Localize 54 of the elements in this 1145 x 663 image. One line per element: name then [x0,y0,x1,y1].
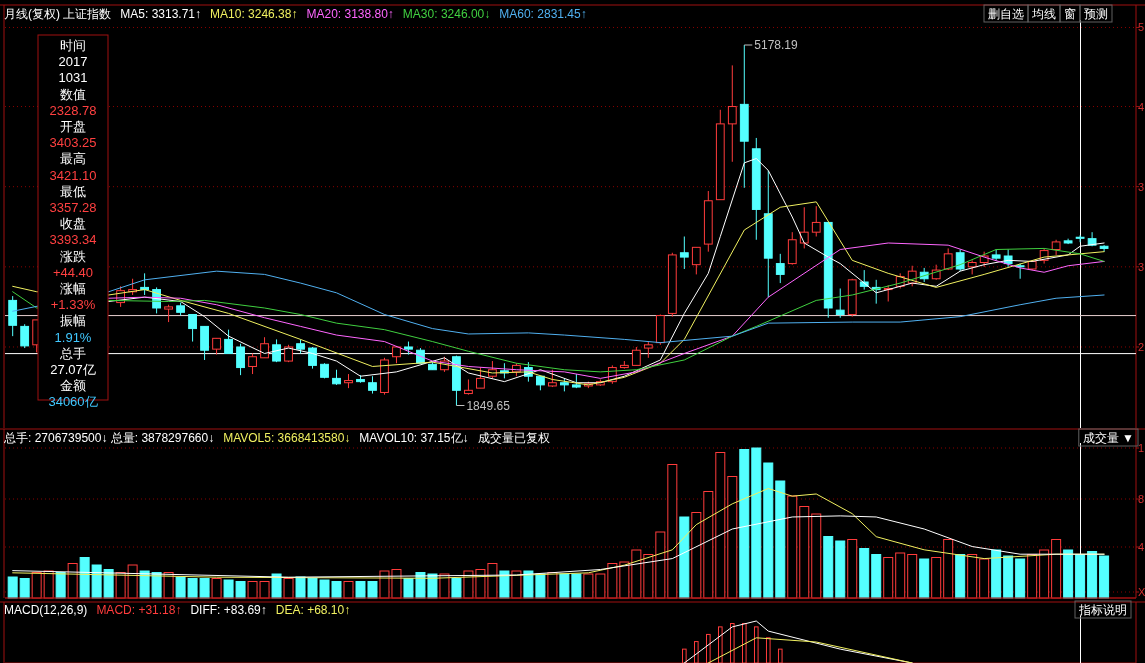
text: MA60: 2831.45↑ [499,7,587,21]
annotation: 最高 [60,151,86,167]
annotation: 时间 [60,38,86,53]
text: 8 [1138,493,1145,505]
annotation: 数值 [60,86,86,102]
text: MA10: 3246.38↑ [210,7,298,21]
chart-title: 月线(复权) 上证指数 [4,7,112,21]
text: 4 [1138,541,1145,553]
text: 指标说明 [1078,603,1127,617]
annotation: 3357.28 [49,200,97,215]
annotation: 2017 [58,54,88,70]
annotation: 2328.78 [49,102,97,118]
annotation: +44.40 [52,264,94,280]
text: DEA: +68.10↑ [275,603,351,617]
annotation: 涨幅 [60,281,86,296]
annotation: 总手 [59,345,86,361]
text: MA20: 3138.80↑ [306,7,394,21]
annotation: 1031 [58,70,88,86]
annotation: 金额 [60,378,86,394]
text: MACD: +31.18↑ [96,603,182,617]
annotation: 涨跌 [60,248,86,264]
annotation: 开盘 [60,119,86,134]
text: 成交量 ▼ [1082,431,1134,445]
annotation: 振幅 [60,313,86,329]
text: DIFF: +83.69↑ [190,603,267,617]
annotation: 1.91% [54,329,92,345]
annotation: 27.07亿 [50,362,96,377]
annotation: 1849.65 [466,398,511,413]
annotation: 最低 [60,183,86,199]
text: 5 [1138,21,1145,34]
text: 2 [1138,340,1145,353]
annotation: 34060亿 [48,394,98,410]
chart-title: MACD(12,26,9) [4,603,88,617]
annotation: +1.33% [50,297,96,313]
text: 均线 [1031,7,1056,21]
text: 删自选 [988,7,1024,21]
text: 窗 [1064,7,1076,21]
text: X [1138,586,1145,598]
annotation: 3421.10 [49,167,97,183]
text: 3 [1138,180,1145,193]
text: 预测 [1084,7,1108,21]
chart-subtitle: 总手: 2706739500↓ 总量: 3878297660↓ [3,431,215,445]
text: 3 [1138,260,1145,273]
text: MA5: 3313.71↑ [120,7,202,21]
annotation: 收盘 [60,216,86,232]
text: MAVOL10: 37.15亿↓ [359,431,469,445]
text: 4 [1138,100,1145,113]
annotation: 3393.34 [49,232,97,248]
text: 成交量已复权 [477,431,550,445]
text: MAVOL5: 3668413580↓ [223,431,351,445]
text: 1 [1138,442,1145,454]
text: MA30: 3246.00↓ [402,7,491,21]
annotation: 3403.25 [49,135,97,151]
annotation: 5178.19 [754,38,798,52]
